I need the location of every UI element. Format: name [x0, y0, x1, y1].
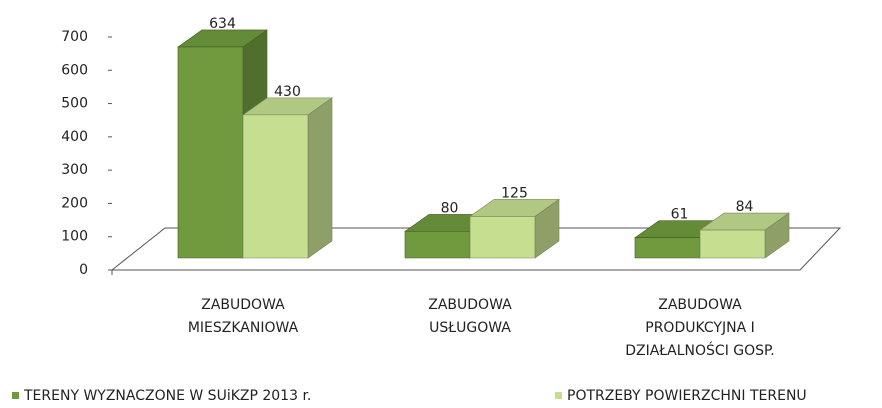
- bar-face: [177, 46, 244, 259]
- bar-face: [699, 229, 766, 259]
- bar: [469, 198, 560, 259]
- bar-face: [307, 97, 333, 259]
- data-label: 430: [274, 84, 301, 100]
- legend-swatch: [555, 392, 562, 399]
- legend-swatch: [12, 392, 19, 399]
- x-tick-label: PRODUKCYJNA I: [645, 320, 754, 336]
- y-tick-label: 300: [61, 162, 88, 178]
- x-tick-label: USŁUGOWA: [429, 320, 511, 336]
- bar-face: [469, 216, 536, 259]
- y-tick-label: 200: [61, 195, 88, 211]
- bar: [699, 212, 790, 259]
- y-tick-label: 400: [61, 129, 88, 145]
- bar-face: [404, 231, 471, 259]
- bar-face: [242, 114, 309, 259]
- x-tick-label: MIESZKANIOWA: [188, 320, 299, 336]
- data-label: 634: [209, 16, 236, 32]
- bar: [242, 97, 333, 259]
- x-tick-label: ZABUDOWA: [428, 297, 512, 313]
- y-tick-label: 100: [61, 229, 88, 245]
- y-tick-label: 0: [79, 262, 88, 278]
- x-tick-label: DZIAŁALNOŚCI GOSP.: [625, 341, 775, 359]
- legend-label: TERENY WYZNACZONE W SUiKZP 2013 r.: [23, 388, 311, 404]
- data-label: 84: [736, 199, 754, 215]
- data-label: 61: [671, 207, 689, 223]
- data-label: 125: [501, 185, 528, 201]
- y-tick-label: 500: [61, 96, 88, 112]
- bar-face: [634, 237, 701, 259]
- y-tick-label: 600: [61, 62, 88, 78]
- y-tick-label: 700: [61, 29, 88, 45]
- legend-label: POTRZEBY POWIERZCHNI TERENU: [567, 388, 807, 404]
- data-label: 80: [441, 200, 459, 216]
- x-tick-label: ZABUDOWA: [658, 297, 742, 313]
- x-tick-label: ZABUDOWA: [201, 297, 285, 313]
